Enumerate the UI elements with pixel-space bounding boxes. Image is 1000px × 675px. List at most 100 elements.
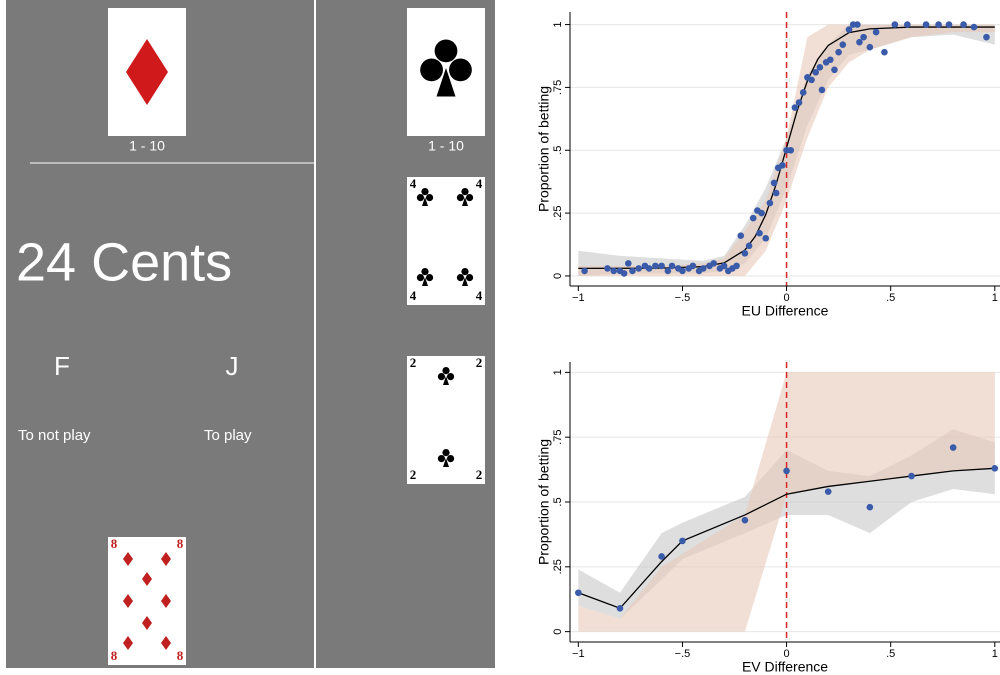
x-tick-label: −.5 xyxy=(675,292,691,304)
key-label: F xyxy=(54,351,70,381)
data-point xyxy=(733,262,740,270)
data-point xyxy=(839,41,847,48)
data-point xyxy=(991,464,999,472)
club-lobe xyxy=(442,449,450,457)
club-lobe xyxy=(465,274,474,282)
x-axis-label: EV Difference xyxy=(742,659,828,675)
data-point xyxy=(604,265,611,272)
data-point xyxy=(762,234,770,242)
data-point xyxy=(854,21,861,28)
card-rank: 2 xyxy=(476,467,483,482)
data-point xyxy=(791,104,799,111)
key-label: J xyxy=(226,351,239,381)
card-rank: 8 xyxy=(111,536,118,551)
club-lobe xyxy=(420,58,443,82)
card-rank: 4 xyxy=(476,288,483,303)
card-range: 1 - 10 xyxy=(129,138,165,154)
y-axis-label: Proportion of betting xyxy=(536,86,552,212)
card-rank: 2 xyxy=(410,355,417,370)
y-tick-label: .25 xyxy=(552,205,564,220)
club-stem xyxy=(443,376,449,385)
club-stem xyxy=(462,197,468,206)
card-rank: 4 xyxy=(476,176,483,191)
x-tick-label: −1 xyxy=(572,648,585,660)
diamond-pip xyxy=(142,572,152,586)
club-stem xyxy=(436,68,456,97)
data-point xyxy=(770,179,778,187)
data-point xyxy=(625,260,632,267)
club-lobe xyxy=(437,455,446,463)
data-point xyxy=(658,553,665,560)
x-tick-label: .5 xyxy=(886,648,895,660)
data-point xyxy=(664,267,672,275)
club-lobe xyxy=(461,188,469,196)
club-pip xyxy=(437,367,455,385)
data-point xyxy=(949,444,957,451)
y-tick-label: .75 xyxy=(552,430,564,445)
data-point xyxy=(945,21,953,28)
data-point xyxy=(783,467,790,475)
data-point xyxy=(710,260,717,267)
data-point xyxy=(866,43,874,51)
card-rank: 4 xyxy=(410,288,417,303)
club-lobe xyxy=(446,373,455,381)
data-point xyxy=(826,56,834,64)
data-point xyxy=(779,162,786,169)
data-point xyxy=(749,214,757,222)
club-lobe xyxy=(421,188,429,196)
club-pip xyxy=(416,268,434,286)
data-point xyxy=(872,28,880,36)
club-stem xyxy=(422,277,428,286)
data-point xyxy=(581,267,588,275)
diamond-pip xyxy=(123,594,133,608)
data-point xyxy=(787,146,795,154)
data-point xyxy=(620,270,628,277)
club-lobe xyxy=(425,194,434,202)
y-tick-label: 1 xyxy=(552,369,564,375)
data-point xyxy=(960,21,967,28)
data-point xyxy=(818,86,826,94)
card-rank: 4 xyxy=(410,176,417,191)
data-point xyxy=(799,89,807,96)
x-tick-label: .5 xyxy=(886,292,895,304)
club-stem xyxy=(462,277,468,286)
x-tick-label: 0 xyxy=(783,292,789,304)
y-tick-label: 1 xyxy=(552,22,564,28)
y-tick-label: 0 xyxy=(552,273,564,279)
x-tick-label: 1 xyxy=(992,292,998,304)
data-point xyxy=(766,199,774,207)
x-tick-label: −.5 xyxy=(675,648,691,660)
data-point xyxy=(812,69,820,76)
data-point xyxy=(824,488,832,495)
data-point xyxy=(860,33,867,41)
data-point xyxy=(629,267,636,275)
y-tick-label: .5 xyxy=(552,497,564,506)
data-point xyxy=(904,21,911,28)
card-rank: 2 xyxy=(476,355,483,370)
data-point xyxy=(610,267,618,275)
data-point xyxy=(699,265,707,272)
card-rank: 8 xyxy=(177,648,184,663)
offer-amount: 24 Cents xyxy=(16,232,232,292)
club-lobe xyxy=(437,373,446,381)
fitted-curve xyxy=(578,467,995,610)
data-point xyxy=(635,265,643,272)
diamond-pip xyxy=(123,636,133,650)
y-tick-label: .25 xyxy=(552,559,564,574)
card xyxy=(108,537,186,665)
diamond-pip xyxy=(126,39,168,105)
data-point xyxy=(935,21,942,28)
card-rank: 2 xyxy=(410,467,417,482)
data-point xyxy=(983,33,990,41)
data-point xyxy=(679,537,686,545)
club-lobe xyxy=(425,274,434,282)
data-point xyxy=(679,267,686,275)
data-point xyxy=(795,99,803,106)
diamond-pip xyxy=(161,594,171,608)
club-lobe xyxy=(416,274,425,282)
diamond-pip xyxy=(142,616,152,630)
data-point xyxy=(741,250,749,257)
club-lobe xyxy=(456,274,465,282)
x-tick-label: 0 xyxy=(783,648,789,660)
